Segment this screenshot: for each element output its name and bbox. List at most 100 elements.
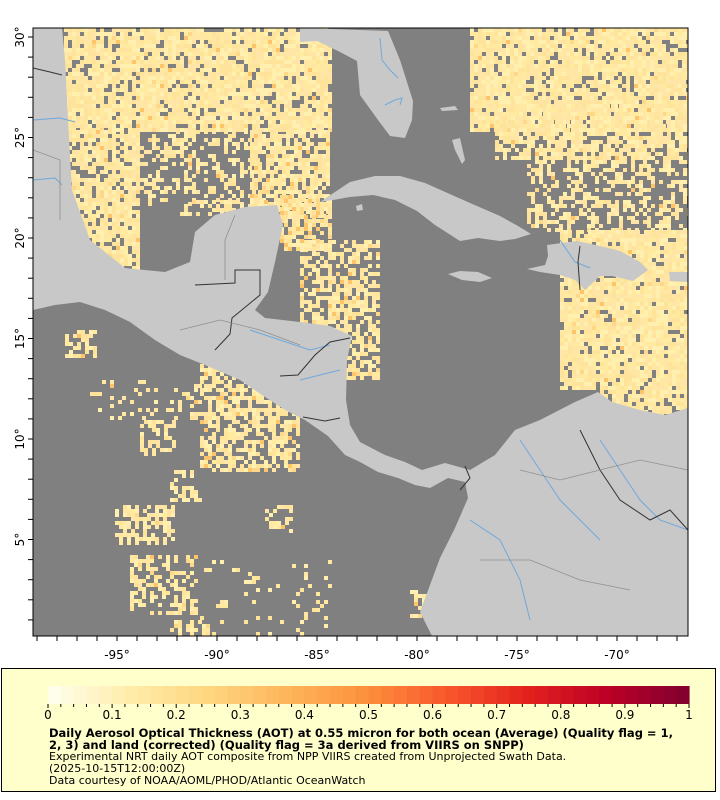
aot-cell [575, 124, 579, 128]
aot-cell [642, 116, 646, 120]
aot-cell [515, 120, 519, 124]
aot-cell [120, 230, 124, 234]
aot-cell [290, 134, 294, 138]
aot-cell [634, 76, 638, 80]
aot-cell [136, 60, 140, 64]
aot-cell [252, 60, 256, 64]
aot-cell [566, 68, 570, 72]
aot-cell [490, 28, 494, 32]
aot-cell [148, 138, 152, 142]
aot-cell [678, 28, 682, 32]
aot-cell [268, 28, 272, 32]
aot-cell [188, 130, 192, 134]
aot-cell [563, 152, 567, 156]
aot-cell [128, 258, 132, 262]
aot-cell [316, 76, 320, 80]
aot-cell [124, 92, 128, 96]
aot-cell [288, 68, 292, 72]
aot-cell [667, 152, 671, 156]
aot-cell [514, 88, 518, 92]
aot-cell [514, 92, 518, 96]
aot-cell [591, 128, 595, 132]
aot-cell [256, 52, 260, 56]
aot-cell [348, 368, 352, 372]
aot-cell [626, 72, 630, 76]
aot-cell [148, 108, 152, 112]
aot-cell [566, 64, 570, 68]
aot-cell [152, 80, 156, 84]
aot-cell [490, 116, 494, 120]
aot-cell [554, 92, 558, 96]
aot-cell [642, 68, 646, 72]
aot-cell [104, 134, 108, 138]
aot-cell [316, 320, 320, 324]
aot-cell [100, 134, 104, 138]
aot-cell [136, 254, 140, 258]
aot-cell [220, 80, 224, 84]
aot-cell [470, 108, 474, 112]
aot-cell [240, 52, 244, 56]
aot-cell [519, 156, 523, 160]
aot-cell [220, 120, 224, 124]
aot-cell [124, 84, 128, 88]
aot-cell [286, 134, 290, 138]
aot-cell [132, 170, 136, 174]
aot-cell [324, 260, 328, 264]
aot-cell [626, 92, 630, 96]
aot-cell [280, 28, 284, 32]
aot-cell [304, 124, 308, 128]
aot-cell [486, 48, 490, 52]
aot-cell [274, 146, 278, 150]
aot-cell [100, 84, 104, 88]
aot-cell [180, 60, 184, 64]
aot-cell [658, 44, 662, 48]
aot-cell [136, 242, 140, 246]
aot-cell [108, 210, 112, 214]
aot-cell [554, 88, 558, 92]
aot-cell [88, 116, 92, 120]
aot-cell [104, 226, 108, 230]
aot-cell [124, 142, 128, 146]
aot-cell [306, 142, 310, 146]
aot-cell [144, 88, 148, 92]
aot-cell [638, 40, 642, 44]
aot-cell [204, 80, 208, 84]
aot-cell [252, 44, 256, 48]
aot-cell [168, 48, 172, 52]
aot-cell [100, 170, 104, 174]
aot-cell [578, 32, 582, 36]
aot-cell [650, 84, 654, 88]
aot-cell [650, 120, 654, 124]
aot-cell [72, 92, 76, 96]
aot-cell [627, 144, 631, 148]
aot-cell [76, 32, 80, 36]
aot-cell [256, 56, 260, 60]
aot-cell [324, 195, 328, 199]
aot-cell [312, 252, 316, 256]
aot-cell [320, 240, 324, 244]
aot-cell [296, 56, 300, 60]
aot-cell [578, 40, 582, 44]
aot-cell [654, 88, 658, 92]
aot-cell [619, 156, 623, 160]
aot-cell [100, 218, 104, 222]
aot-cell [587, 156, 591, 160]
aot-cell [212, 158, 216, 162]
aot-cell [478, 48, 482, 52]
aot-cell [248, 36, 252, 40]
aot-cell [312, 120, 316, 124]
aot-cell [180, 72, 184, 76]
aot-cell [534, 48, 538, 52]
aot-cell [587, 108, 591, 112]
aot-cell [160, 158, 164, 162]
aot-cell [92, 108, 96, 112]
aot-cell [675, 136, 679, 140]
aot-cell [567, 112, 571, 116]
aot-cell [598, 88, 602, 92]
aot-cell [523, 152, 527, 156]
aot-cell [646, 92, 650, 96]
aot-cell [168, 36, 172, 40]
aot-cell [100, 120, 104, 124]
aot-cell [136, 96, 140, 100]
aot-cell [284, 68, 288, 72]
